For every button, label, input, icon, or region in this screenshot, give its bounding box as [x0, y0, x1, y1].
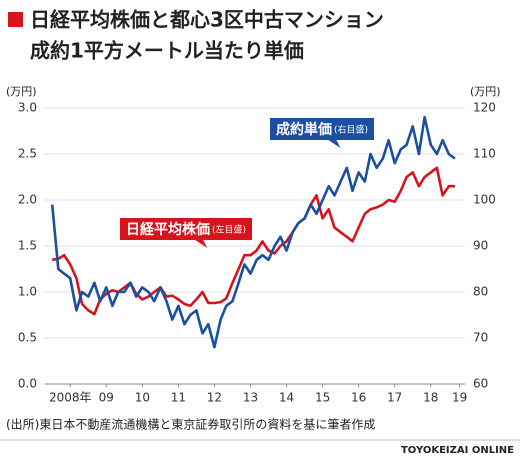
x-tick-label: 17	[387, 391, 402, 405]
x-tick-label: 09	[99, 391, 114, 405]
x-tick-label: 12	[207, 391, 222, 405]
x-tick-label: 16	[351, 391, 366, 405]
series-scale-note: (左目盛)	[212, 224, 246, 236]
y2-tick-label: 60	[473, 377, 488, 391]
x-tick-label: 15	[315, 391, 330, 405]
source: (出所)東日本不動産流通機構と東京証券取引所の資料を基に筆者作成	[6, 417, 375, 432]
y-tick-label: 2.5	[18, 147, 37, 161]
series-label-box	[120, 218, 253, 240]
series-label: 成約単価 (右目盛)	[270, 118, 375, 148]
x-tick-label: 2008年	[49, 391, 92, 405]
y2-tick-label: 110	[473, 147, 496, 161]
y-tick-label: 1.0	[18, 285, 37, 299]
series-name: 日経平均株価	[126, 221, 210, 238]
y2-tick-label: 90	[473, 239, 488, 253]
x-tick-label: 11	[171, 391, 186, 405]
chart-title: 日経平均株価と都心3区中古マンション	[30, 8, 384, 32]
y-tick-label: 2.0	[18, 193, 37, 207]
y2-tick-label: 70	[473, 331, 488, 345]
y2-tick-label: 100	[473, 193, 496, 207]
y-unit: (万円)	[6, 85, 37, 98]
y-tick-label: 0.5	[18, 331, 37, 345]
y-tick-label: 3.0	[18, 101, 37, 115]
line-series	[50, 115, 456, 349]
series-name: 成約単価	[276, 121, 332, 138]
series-label-pointer	[195, 240, 208, 248]
series-label-pointer	[328, 140, 341, 148]
y-tick-label: 0.0	[18, 377, 37, 391]
series-label: 日経平均株価 (左目盛)	[120, 218, 253, 248]
series-label-box	[270, 118, 375, 140]
series-scale-note: (右目盛)	[334, 124, 368, 136]
y-tick-label: 1.5	[18, 239, 37, 253]
x-tick-label: 18	[423, 391, 438, 405]
x-tick-label: 19	[452, 391, 467, 405]
y2-tick-label: 120	[473, 101, 496, 115]
x-tick-label: 14	[279, 391, 294, 405]
x-tick-label: 13	[243, 391, 258, 405]
x-tick-label: 10	[135, 391, 150, 405]
chart-title: 成約1平方メートル当たり単価	[30, 39, 304, 63]
title-marker	[8, 12, 23, 27]
y2-unit: (万円)	[470, 85, 501, 98]
y2-tick-label: 80	[473, 285, 488, 299]
credit: TOYOKEIZAI ONLINE	[401, 445, 514, 456]
